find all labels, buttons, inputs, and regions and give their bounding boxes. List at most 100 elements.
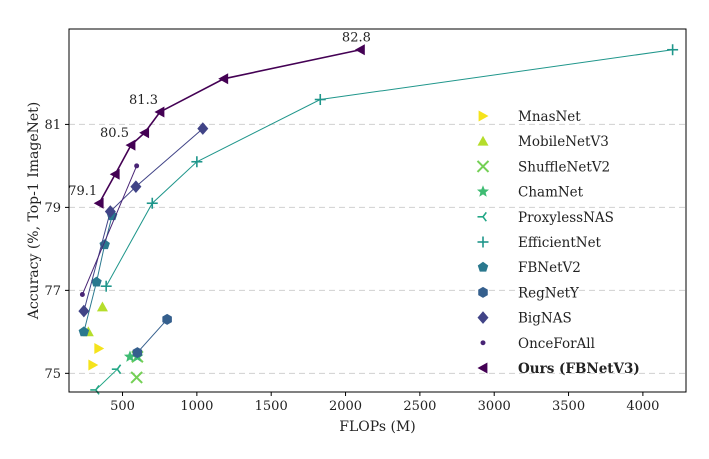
data-point <box>96 301 108 312</box>
annotations: 82.8 81.3 80.5 79.1 <box>68 31 371 199</box>
legend-label: BigNAS <box>518 311 572 327</box>
x-axis-label: FLOPs (M) <box>339 419 415 435</box>
data-point <box>78 304 90 318</box>
data-point <box>104 205 116 218</box>
data-point <box>478 286 488 298</box>
data-point <box>91 276 102 287</box>
data-point <box>88 359 99 371</box>
x-tick-label: 3000 <box>478 399 511 414</box>
data-label: 80.5 <box>100 126 129 141</box>
data-point <box>94 342 105 354</box>
grid-lines <box>69 123 686 374</box>
x-tick-label: 1500 <box>255 399 288 414</box>
x-tick-label: 2500 <box>403 399 436 414</box>
data-point <box>93 197 104 209</box>
y-axis-label: Accuracy (%, Top-1 ImageNet) <box>26 102 42 320</box>
x-tick-label: 2000 <box>329 399 362 414</box>
data-point <box>134 163 140 169</box>
series-efficientnet <box>100 44 679 292</box>
data-point <box>477 362 488 374</box>
legend-item: FBNetV2 <box>477 260 581 276</box>
legend-item: RegNetY <box>478 285 580 301</box>
x-tick-label: 4000 <box>626 399 659 414</box>
series-fbnetv2 <box>78 210 118 337</box>
data-point <box>476 185 490 197</box>
data-point <box>480 340 486 346</box>
series-line <box>81 165 138 295</box>
data-point <box>477 211 487 222</box>
data-point-stroke <box>95 385 100 391</box>
legend-label: Ours (FBNetV3) <box>518 361 640 377</box>
data-point <box>109 168 120 180</box>
legend-label: MobileNetV3 <box>518 134 609 150</box>
series-line <box>137 319 168 353</box>
data-point <box>78 326 90 337</box>
x-tick-label: 3500 <box>552 399 585 414</box>
data-point <box>314 94 326 106</box>
legend-item: MobileNetV3 <box>477 134 609 150</box>
data-point <box>123 350 136 362</box>
legend-item: EfficientNet <box>477 235 602 251</box>
series-layer <box>78 44 679 395</box>
series-mnasnet <box>88 342 105 371</box>
data-label: 82.8 <box>342 31 371 46</box>
series-proxylessnas <box>90 364 122 395</box>
data-point-stroke <box>130 371 143 384</box>
legend-label: ShuffleNetV2 <box>518 159 610 175</box>
data-point <box>218 73 229 85</box>
data-point <box>154 106 165 118</box>
data-point <box>79 292 85 297</box>
data-label: 81.3 <box>129 93 158 108</box>
data-point <box>477 261 489 272</box>
data-point <box>478 110 489 122</box>
legend-label: MnasNet <box>518 109 581 125</box>
x-tick-label: 500 <box>110 399 135 414</box>
data-point <box>354 44 365 56</box>
data-point <box>139 127 150 139</box>
data-point <box>132 347 143 359</box>
series-regnety <box>132 313 172 359</box>
series-line <box>83 215 113 332</box>
data-point <box>667 44 679 56</box>
legend-item: ProxylessNAS <box>477 210 614 226</box>
legend-label: EfficientNet <box>518 235 602 251</box>
y-tick-label: 79 <box>44 201 61 216</box>
data-point <box>477 236 489 248</box>
y-tick-label: 81 <box>44 118 61 133</box>
series-line <box>95 368 118 391</box>
legend-label: OnceForAll <box>518 336 595 352</box>
data-point <box>130 180 142 193</box>
data-point-stroke <box>116 368 122 375</box>
y-tick-label: 75 <box>44 367 61 382</box>
axis-ticks: 500 1000 1500 2000 2500 3000 3500 4000 75 77 79 81 <box>44 118 659 414</box>
data-point <box>125 139 136 151</box>
data-point-stroke <box>476 160 490 173</box>
series-ours-fbnetv3 <box>93 44 365 209</box>
data-point-stroke <box>482 211 487 218</box>
series-line <box>98 48 361 204</box>
legend-label: FBNetV2 <box>518 260 581 276</box>
data-point <box>477 135 489 146</box>
series-onceforall <box>79 163 140 297</box>
legend-item: Ours (FBNetV3) <box>477 361 640 377</box>
legend-label: RegNetY <box>518 285 580 301</box>
data-point <box>130 371 143 384</box>
legend-item: ChamNet <box>476 185 584 201</box>
data-point <box>476 160 490 173</box>
data-point <box>111 364 122 375</box>
plot-frame <box>68 28 687 393</box>
legend-label: ChamNet <box>518 185 584 201</box>
legend-label: ProxylessNAS <box>518 210 614 226</box>
data-point-stroke <box>116 364 122 370</box>
x-tick-label: 1000 <box>180 399 213 414</box>
y-tick-label: 77 <box>44 284 61 299</box>
data-point <box>191 156 203 168</box>
legend-item: MnasNet <box>478 109 581 125</box>
data-point <box>197 122 209 135</box>
data-label: 79.1 <box>68 184 97 199</box>
data-point <box>100 280 112 292</box>
data-point <box>477 311 489 324</box>
legend-item: OnceForAll <box>480 336 595 352</box>
legend-item: BigNAS <box>477 311 572 327</box>
data-point-stroke <box>482 216 487 222</box>
